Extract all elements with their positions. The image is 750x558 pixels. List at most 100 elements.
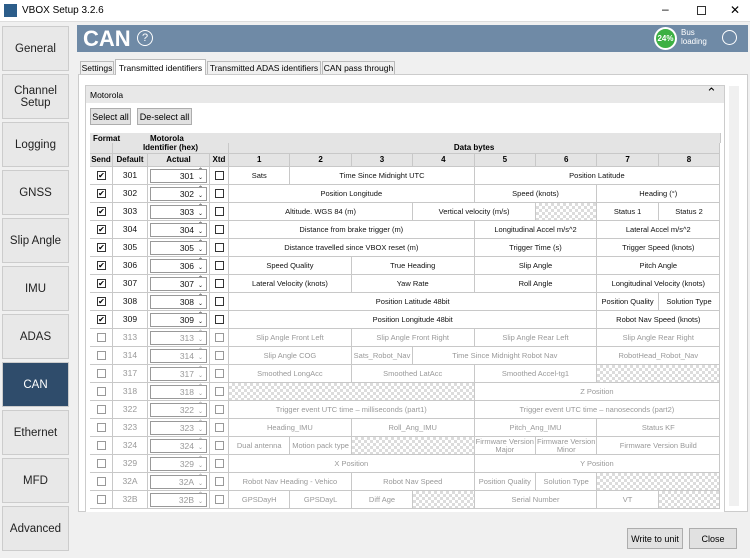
footer-button[interactable]: Write to unit xyxy=(627,528,683,549)
xtd-checkbox[interactable] xyxy=(215,459,224,468)
spinner[interactable]: ⌃ ⌄ xyxy=(198,312,204,325)
actual-input[interactable]: 305 xyxy=(150,241,207,255)
xtd-checkbox[interactable] xyxy=(215,405,224,414)
xtd-checkbox[interactable] xyxy=(215,423,224,432)
send-checkbox[interactable]: ✔ xyxy=(97,315,106,324)
nav-item[interactable]: Slip Angle xyxy=(2,218,69,263)
xtd-checkbox[interactable] xyxy=(215,495,224,504)
spinner[interactable]: ⌃ ⌄ xyxy=(198,402,204,415)
send-checkbox[interactable] xyxy=(97,369,106,378)
send-checkbox[interactable]: ✔ xyxy=(97,225,106,234)
xtd-checkbox[interactable] xyxy=(215,333,224,342)
spinner[interactable]: ⌃ ⌄ xyxy=(198,330,204,343)
xtd-checkbox[interactable] xyxy=(215,261,224,270)
actual-input[interactable]: 32A xyxy=(150,475,207,489)
spinner[interactable]: ⌃ ⌄ xyxy=(198,186,204,199)
xtd-checkbox[interactable] xyxy=(215,171,224,180)
xtd-checkbox[interactable] xyxy=(215,225,224,234)
panel-button[interactable]: De-select all xyxy=(137,108,192,125)
send-checkbox[interactable]: ✔ xyxy=(97,189,106,198)
spinner[interactable]: ⌃ ⌄ xyxy=(198,366,204,379)
actual-input[interactable]: 323 xyxy=(150,421,207,435)
spinner[interactable]: ⌃ ⌄ xyxy=(198,384,204,397)
spinner[interactable]: ⌃ ⌄ xyxy=(198,294,204,307)
spinner[interactable]: ⌃ ⌄ xyxy=(198,168,204,181)
actual-input[interactable]: 329 xyxy=(150,457,207,471)
tab[interactable]: Transmitted identifiers xyxy=(115,59,206,75)
xtd-checkbox[interactable] xyxy=(215,189,224,198)
actual-input[interactable]: 318 xyxy=(150,385,207,399)
send-checkbox[interactable]: ✔ xyxy=(97,297,106,306)
xtd-checkbox[interactable] xyxy=(215,207,224,216)
actual-input[interactable]: 324 xyxy=(150,439,207,453)
close-window[interactable]: ✕ xyxy=(730,3,741,17)
panel-button[interactable]: Select all xyxy=(90,108,131,125)
spinner[interactable]: ⌃ ⌄ xyxy=(198,438,204,451)
minimize[interactable]: – xyxy=(662,2,669,16)
collapse[interactable]: ⌃ xyxy=(706,85,717,100)
spinner[interactable]: ⌃ ⌄ xyxy=(198,474,204,487)
send-checkbox[interactable] xyxy=(97,495,106,504)
spinner[interactable]: ⌃ ⌄ xyxy=(198,240,204,253)
tab[interactable]: CAN pass through xyxy=(322,61,395,74)
send-checkbox[interactable] xyxy=(97,405,106,414)
help-button[interactable]: ? xyxy=(137,30,153,46)
xtd-checkbox[interactable] xyxy=(215,315,224,324)
tab[interactable]: Transmitted ADAS identifiers xyxy=(207,61,321,74)
xtd-checkbox[interactable] xyxy=(215,387,224,396)
nav-item[interactable]: Ethernet xyxy=(2,410,69,455)
actual-input[interactable]: 301 xyxy=(150,169,207,183)
nav-item[interactable]: MFD xyxy=(2,458,69,503)
actual-input[interactable]: 317 xyxy=(150,367,207,381)
spinner[interactable]: ⌃ ⌄ xyxy=(198,420,204,433)
spinner[interactable]: ⌃ ⌄ xyxy=(198,456,204,469)
spinner[interactable]: ⌃ ⌄ xyxy=(198,348,204,361)
xtd-checkbox[interactable] xyxy=(215,369,224,378)
actual-input[interactable]: 307 xyxy=(150,277,207,291)
actual-input[interactable]: 303 xyxy=(150,205,207,219)
nav-item[interactable]: Channel Setup xyxy=(2,74,69,119)
spinner[interactable]: ⌃ ⌄ xyxy=(198,258,204,271)
send-checkbox[interactable] xyxy=(97,477,106,486)
language-button[interactable] xyxy=(722,30,737,45)
actual-input[interactable]: 306 xyxy=(150,259,207,273)
actual-input[interactable]: 302 xyxy=(150,187,207,201)
tab[interactable]: Settings xyxy=(80,61,114,74)
send-checkbox[interactable]: ✔ xyxy=(97,279,106,288)
send-checkbox[interactable] xyxy=(97,459,106,468)
send-checkbox[interactable] xyxy=(97,351,106,360)
send-checkbox[interactable]: ✔ xyxy=(97,207,106,216)
nav-item[interactable]: General xyxy=(2,26,69,71)
nav-item[interactable]: Advanced xyxy=(2,506,69,551)
xtd-checkbox[interactable] xyxy=(215,297,224,306)
xtd-checkbox[interactable] xyxy=(215,477,224,486)
nav-item[interactable]: CAN xyxy=(2,362,69,407)
footer-button[interactable]: Close xyxy=(689,528,737,549)
actual-input[interactable]: 309 xyxy=(150,313,207,327)
actual-input[interactable]: 308 xyxy=(150,295,207,309)
actual-input[interactable]: 322 xyxy=(150,403,207,417)
send-checkbox[interactable]: ✔ xyxy=(97,243,106,252)
spinner[interactable]: ⌃ ⌄ xyxy=(198,276,204,289)
spinner[interactable]: ⌃ ⌄ xyxy=(198,492,204,505)
maximize[interactable] xyxy=(697,6,706,15)
send-checkbox[interactable]: ✔ xyxy=(97,261,106,270)
nav-item[interactable]: ADAS xyxy=(2,314,69,359)
nav-item[interactable]: Logging xyxy=(2,122,69,167)
send-checkbox[interactable] xyxy=(97,387,106,396)
actual-input[interactable]: 313 xyxy=(150,331,207,345)
actual-input[interactable]: 314 xyxy=(150,349,207,363)
actual-input[interactable]: 304 xyxy=(150,223,207,237)
actual-input[interactable]: 32B xyxy=(150,493,207,507)
spinner[interactable]: ⌃ ⌄ xyxy=(198,222,204,235)
nav-item[interactable]: IMU xyxy=(2,266,69,311)
xtd-checkbox[interactable] xyxy=(215,441,224,450)
nav-item[interactable]: GNSS xyxy=(2,170,69,215)
xtd-checkbox[interactable] xyxy=(215,351,224,360)
xtd-checkbox[interactable] xyxy=(215,243,224,252)
spinner[interactable]: ⌃ ⌄ xyxy=(198,204,204,217)
scrollbar[interactable] xyxy=(729,86,739,506)
xtd-checkbox[interactable] xyxy=(215,279,224,288)
send-checkbox[interactable]: ✔ xyxy=(97,171,106,180)
send-checkbox[interactable] xyxy=(97,423,106,432)
